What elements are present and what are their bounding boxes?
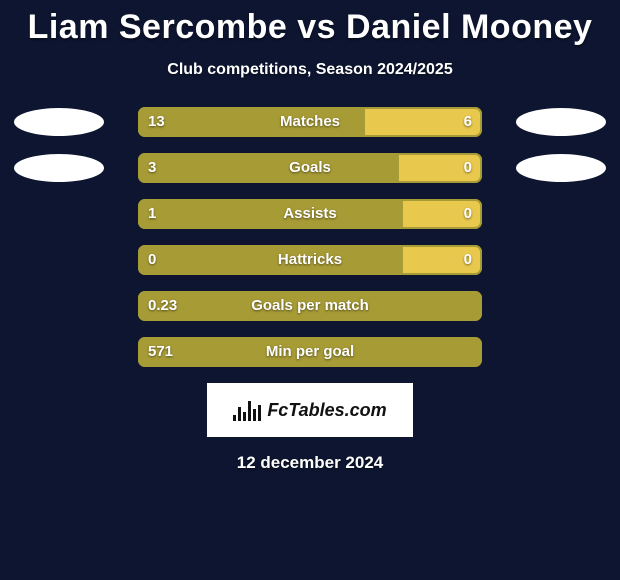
stat-row: 30Goals [0, 153, 620, 183]
stat-label: Hattricks [138, 245, 482, 275]
bar-area: 136Matches [138, 107, 482, 137]
stat-label: Assists [138, 199, 482, 229]
stat-row: 10Assists [0, 199, 620, 229]
date-label: 12 december 2024 [0, 453, 620, 473]
stat-label: Min per goal [138, 337, 482, 367]
bar-area: 10Assists [138, 199, 482, 229]
stat-row: 0.23Goals per match [0, 291, 620, 321]
bar-area: 30Goals [138, 153, 482, 183]
logo-bar [248, 401, 251, 421]
comparison-chart: 136Matches 30Goals 10Assists 00Hattricks 0.2… [0, 107, 620, 367]
logo-bar [233, 415, 236, 421]
stat-label: Goals per match [138, 291, 482, 321]
logo-bar [253, 409, 256, 421]
stat-label: Matches [138, 107, 482, 137]
stat-row: 00Hattricks [0, 245, 620, 275]
stat-label: Goals [138, 153, 482, 183]
logo-bars-icon [233, 399, 261, 421]
club-badge-right [516, 154, 606, 182]
club-badge-left [14, 108, 104, 136]
stat-row: 136Matches [0, 107, 620, 137]
logo-text: FcTables.com [267, 400, 386, 421]
club-badge-right [516, 108, 606, 136]
stat-row: 571Min per goal [0, 337, 620, 367]
bar-area: 0.23Goals per match [138, 291, 482, 321]
logo-bar [238, 407, 241, 421]
fctables-logo: FcTables.com [207, 383, 413, 437]
club-badge-left [14, 154, 104, 182]
page-title: Liam Sercombe vs Daniel Mooney [0, 0, 620, 47]
logo-bar [243, 412, 246, 421]
subtitle: Club competitions, Season 2024/2025 [0, 61, 620, 79]
bar-area: 00Hattricks [138, 245, 482, 275]
bar-area: 571Min per goal [138, 337, 482, 367]
logo-bar [258, 405, 261, 421]
